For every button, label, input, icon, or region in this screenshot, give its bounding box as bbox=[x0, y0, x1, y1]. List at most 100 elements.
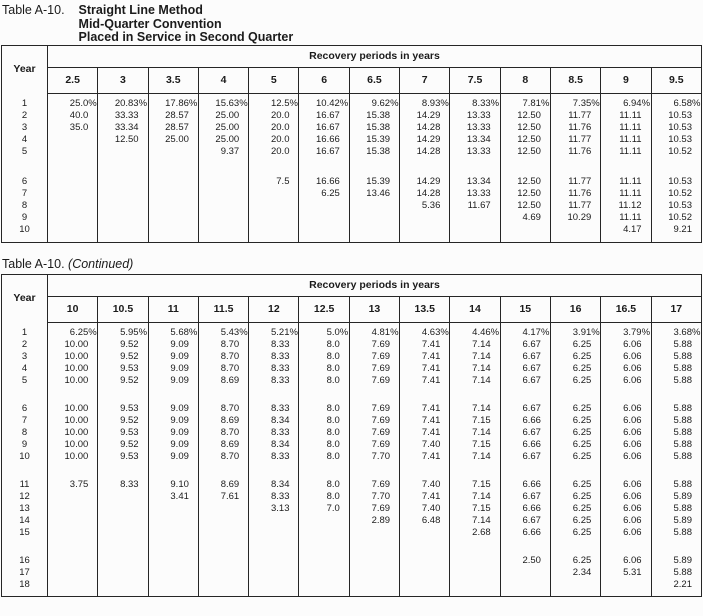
spacer-cell bbox=[97, 538, 149, 555]
rate-cell bbox=[97, 578, 149, 591]
rate-value: 7.69 bbox=[371, 363, 391, 374]
table-row: 16 2.50 6.25 6.06 5.89 bbox=[2, 554, 702, 567]
table-row: 10 4.17 9.21 bbox=[2, 223, 702, 236]
rate-cell: 7.40 bbox=[399, 502, 450, 515]
rate-value: 6.06 bbox=[623, 515, 642, 526]
rate-value: 14.29 bbox=[416, 134, 441, 145]
rate-cell: 6.06 bbox=[600, 426, 652, 439]
rate-value: 12.50 bbox=[517, 200, 541, 211]
spacer-cell bbox=[399, 93, 450, 98]
rate-value: 4.63 bbox=[421, 327, 441, 338]
rate-cell: 5.89 bbox=[650, 554, 702, 567]
rate-cell: 6.67 bbox=[499, 426, 551, 439]
rate-cell: 13.34 bbox=[449, 133, 501, 146]
spacer-cell bbox=[147, 538, 199, 555]
rate-cell: 5.43% bbox=[197, 326, 249, 339]
rate-cell: 2.34 bbox=[549, 566, 601, 579]
rate-value: 7.70 bbox=[371, 491, 391, 502]
spacer-cell bbox=[449, 590, 501, 596]
rate-value: 8.34 bbox=[270, 415, 290, 426]
rate-cell: 10.00 bbox=[46, 402, 98, 415]
rate-cell: 15.38 bbox=[348, 121, 400, 134]
rate-value: 5.21 bbox=[270, 327, 290, 338]
rate-value: 12.5 bbox=[270, 98, 290, 109]
rate-cell: 5.36 bbox=[399, 199, 450, 212]
rate-cell bbox=[46, 566, 98, 579]
rate-cell: 6.06 bbox=[600, 490, 652, 503]
rate-value: 6.25 bbox=[572, 403, 592, 414]
spacer-cell bbox=[248, 590, 299, 596]
rate-cell bbox=[348, 526, 400, 539]
rate-cell: 10.53 bbox=[650, 133, 702, 146]
rate-cell: 11.77 bbox=[549, 175, 601, 188]
rate-cell: 7.69 bbox=[348, 350, 400, 363]
rate-cell: 25.00 bbox=[147, 133, 199, 146]
rate-cell: 12.50 bbox=[499, 121, 551, 134]
period-column-header: 16 bbox=[549, 296, 601, 323]
rate-cell bbox=[197, 199, 249, 212]
rate-cell: 11.11 bbox=[600, 145, 652, 158]
rate-cell: 10.52 bbox=[650, 187, 702, 200]
rate-cell: 7.0 bbox=[298, 502, 350, 515]
rate-value: 11.11 bbox=[619, 188, 642, 199]
spacer-cell bbox=[147, 322, 199, 327]
rate-cell bbox=[147, 223, 199, 236]
rate-cell: 7.14 bbox=[449, 402, 501, 415]
percent-sign: % bbox=[591, 98, 600, 109]
spacer-cell bbox=[197, 538, 249, 555]
rate-value: 10.00 bbox=[64, 427, 89, 438]
rate-value: 8.70 bbox=[220, 403, 240, 414]
rate-value: 6.25 bbox=[321, 188, 340, 199]
rate-cell: 9.53 bbox=[97, 450, 149, 463]
rate-cell: 8.70 bbox=[197, 362, 249, 375]
rate-value: 13.33 bbox=[466, 122, 491, 133]
spacer-cell bbox=[650, 322, 702, 327]
rate-value: 11.11 bbox=[619, 176, 642, 187]
rate-cell: 7.69 bbox=[348, 502, 400, 515]
rate-cell: 35.0 bbox=[46, 121, 98, 134]
rate-value: 13.34 bbox=[466, 176, 491, 187]
rate-cell: 9.52 bbox=[97, 338, 149, 351]
spacer-cell bbox=[46, 157, 98, 176]
spacer-cell bbox=[97, 157, 149, 176]
rate-cell: 11.11 bbox=[600, 187, 652, 200]
rate-value: 7.14 bbox=[472, 515, 491, 526]
rate-cell bbox=[449, 554, 501, 567]
rate-value: 8.33 bbox=[472, 98, 491, 109]
rate-cell bbox=[46, 502, 98, 515]
spacer-cell bbox=[298, 93, 350, 98]
rate-cell bbox=[399, 554, 450, 567]
rate-cell: 6.25 bbox=[549, 502, 601, 515]
rate-value: 5.0 bbox=[326, 327, 340, 338]
table-row: 11 3.75 8.33 9.10 8.69 8.34 8.0 7.69 7.40 7.15 6.6… bbox=[2, 478, 702, 491]
rate-cell: 5.88 bbox=[650, 450, 702, 463]
spacer-cell bbox=[499, 93, 551, 98]
rate-cell: 6.06 bbox=[600, 414, 652, 427]
spacer-cell bbox=[499, 157, 551, 176]
rate-cell: 9.62% bbox=[348, 97, 400, 110]
spacer-cell bbox=[147, 590, 199, 596]
rate-value: 8.33 bbox=[270, 351, 290, 362]
spacer-cell bbox=[449, 235, 501, 242]
rate-value: 7.0 bbox=[326, 503, 340, 514]
rate-value: 7.69 bbox=[371, 351, 391, 362]
spacer-cell bbox=[46, 235, 98, 242]
rate-value: 10.29 bbox=[567, 212, 592, 223]
rate-cell: 28.57 bbox=[147, 121, 199, 134]
spacer-cell bbox=[549, 93, 601, 98]
rate-value: 6.67 bbox=[522, 363, 541, 374]
table-row: 6 10.00 9.53 9.09 8.70 8.33 8.0 7.69 7.41 7.14 6.6… bbox=[2, 402, 702, 415]
rate-value: 15.63 bbox=[215, 98, 240, 109]
table-row: 14 2.89 6.48 7.14 6.67 6.25 6.06 5.89 bbox=[2, 514, 702, 527]
rate-cell: 5.88 bbox=[650, 526, 702, 539]
rate-cell bbox=[147, 199, 199, 212]
rate-value: 5.31 bbox=[623, 567, 642, 578]
rate-cell: 8.70 bbox=[197, 450, 249, 463]
rate-value: 8.0 bbox=[326, 427, 340, 438]
rate-value: 7.69 bbox=[371, 415, 391, 426]
rate-value: 7.41 bbox=[421, 427, 441, 438]
rate-cell bbox=[248, 526, 299, 539]
rate-value: 6.25 bbox=[572, 515, 592, 526]
rate-cell: 6.67 bbox=[499, 350, 551, 363]
percent-sign: % bbox=[289, 327, 298, 338]
